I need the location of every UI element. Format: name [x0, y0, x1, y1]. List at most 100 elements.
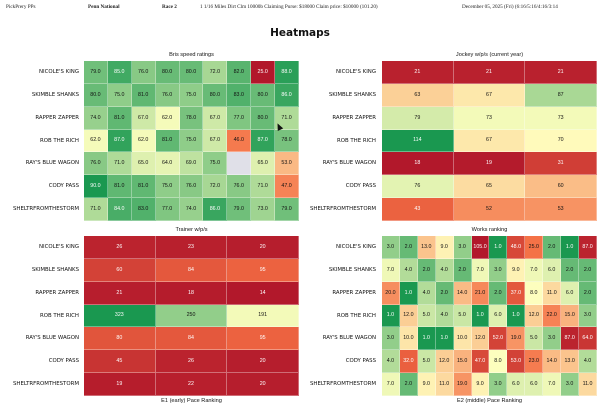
- heatmap-cell: 6.0: [507, 373, 526, 396]
- heatmap-cell: 53.0: [275, 152, 299, 176]
- heatmap-cell: 75.0: [155, 175, 180, 199]
- heatmap-cell: 69.0: [179, 152, 204, 176]
- row-label: SKIMBLE SHANKS: [31, 91, 79, 98]
- heatmap-grid: 21 21 21 63 67 87 79 73 73 114 67 70 18 19 31 76 65 60 43 5…: [382, 61, 597, 221]
- heatmap-cell: 80.0: [155, 61, 180, 84]
- heatmap-cell: 53: [525, 198, 597, 221]
- heatmap-cell: 81.0: [107, 106, 132, 130]
- heatmap-cell: 78.0: [179, 106, 204, 130]
- heatmap-cell: 11.0: [579, 373, 597, 396]
- heatmap-cell: 83.0: [227, 83, 252, 107]
- heatmap-cell: 95: [227, 258, 299, 282]
- heatmap-cell: 53.0: [507, 350, 526, 374]
- row-label: SHELTRFROMTHESTORM: [12, 381, 79, 388]
- heatmap-cell: 62.0: [155, 106, 180, 130]
- heatmap-cell: 90.0: [84, 175, 108, 199]
- row-label: RAPPER ZAPPER: [35, 289, 79, 296]
- page-header: PickPrery PPs Penn National Race 2 1 1/1…: [0, 0, 600, 14]
- heatmap-cell: 87.0: [251, 129, 276, 153]
- row-label: SKIMBLE SHANKS: [31, 266, 79, 273]
- heatmap-cell: 1.0: [489, 236, 508, 259]
- row-label: RAPPER ZAPPER: [35, 114, 79, 121]
- heatmap-cell: 20.0: [382, 281, 400, 305]
- heatmap-cell: 19.0: [453, 373, 472, 396]
- row-label: SHELTRFROMTHESTORM: [309, 381, 376, 388]
- heatmap-cell: 5.0: [453, 304, 472, 328]
- heatmap-cell: 3.0: [561, 373, 580, 396]
- heatmap-cell: 87.0: [579, 236, 597, 259]
- heatmap-cell: 65.0: [131, 152, 156, 176]
- heatmap-cell: 12.0: [435, 350, 454, 374]
- e2-pace-title: E2 (middle) Pace Ranking: [457, 398, 522, 404]
- heatmap-cell: 3.0: [579, 304, 597, 328]
- heatmap-cell: 75.0: [179, 83, 204, 107]
- heatmap-cell: 64.0: [155, 152, 180, 176]
- row-label: CODY PASS: [48, 358, 79, 365]
- heatmap-cell: 1.0: [382, 304, 400, 328]
- heatmap-cell: 78.0: [275, 129, 299, 153]
- heatmap-cell: 63: [382, 83, 454, 107]
- header-race: Race 2: [162, 4, 177, 10]
- heatmap-cell: 3.0: [382, 236, 400, 259]
- heatmap-cell: 6.0: [525, 373, 544, 396]
- heatmap-cell: 6.0: [561, 281, 580, 305]
- heatmap-cell: 23: [155, 236, 228, 259]
- heatmap-cell: 84: [155, 327, 228, 351]
- heatmap-cell: 87: [525, 83, 597, 107]
- heatmap-cell: 80.0: [251, 83, 276, 107]
- row-label: SHELTRFROMTHESTORM: [12, 206, 79, 213]
- row-label: NICOLE'S KING: [39, 68, 79, 75]
- heatmap-cell: 87.0: [561, 327, 580, 351]
- heatmap-cell: 14: [227, 281, 299, 305]
- heatmap-cell: 7.0: [382, 373, 400, 396]
- heatmap-cell: 1.0: [507, 304, 526, 328]
- heatmap-title: Trainer w/p/s: [175, 227, 208, 233]
- heatmap-cell: 2.0: [399, 373, 418, 396]
- heatmap-cell: 14.0: [543, 350, 562, 374]
- heatmap-cell: 21: [525, 61, 597, 84]
- heatmap-cell: 7.0: [471, 258, 490, 282]
- heatmap-cell: 26: [84, 236, 156, 259]
- heatmap-cell: 79.0: [275, 198, 299, 221]
- row-label: RAY'S BLUE WAGON: [25, 335, 79, 342]
- heatmap-cell: 72.0: [203, 61, 228, 84]
- heatmap-cell: 5.0: [525, 327, 544, 351]
- heatmap-cell: 76.0: [179, 175, 204, 199]
- heatmap-cell: 71.0: [107, 152, 132, 176]
- row-label: RAY'S BLUE WAGON: [25, 160, 79, 167]
- heatmap-cell: 4.0: [435, 258, 454, 282]
- heatmap-cell: 79.0: [84, 61, 108, 84]
- heatmap-cell: 67.0: [203, 129, 228, 153]
- heatmap-cell: 7.0: [543, 373, 562, 396]
- heatmap-cell: 5.0: [417, 304, 436, 328]
- heatmap-cell: 3.0: [382, 327, 400, 351]
- heatmap-cell: 95: [227, 327, 299, 351]
- heatmap-cell: 77.0: [155, 198, 180, 221]
- heatmap-cell: 73.0: [251, 198, 276, 221]
- heatmap-cell: 52: [453, 198, 526, 221]
- heatmap-cell: 19: [84, 373, 156, 396]
- heatmap-cell: 25.0: [251, 61, 276, 84]
- heatmap-cell: 7.0: [382, 258, 400, 282]
- heatmap-grid: 3.0 2.0 13.0 9.0 3.0 105.0 1.0 48.0 25.0 2.0 1.0 87…: [382, 236, 597, 396]
- heatmap-cell: 4.0: [435, 304, 454, 328]
- heatmap-cell: 65: [453, 175, 526, 199]
- heatmap-cell: 15.0: [453, 350, 472, 374]
- heatmap-cell: 80.0: [179, 61, 204, 84]
- heatmap-cell: 76.0: [84, 152, 108, 176]
- heatmap-cell: 18: [155, 281, 228, 305]
- heatmap-cell: 2.0: [417, 258, 436, 282]
- heatmap-cell: 47.0: [275, 175, 299, 199]
- heatmap-cell: 21: [382, 61, 454, 84]
- heatmap-cell: 75.0: [107, 83, 132, 107]
- heatmap-cell: 70: [525, 129, 597, 153]
- heatmap-cell: 45: [84, 350, 156, 374]
- heatmap-cell: 13.0: [561, 350, 580, 374]
- heatmap-cell: 26: [155, 350, 228, 374]
- heatmap-cell: 2.0: [579, 258, 597, 282]
- header-date: December 05, 2025 (Fri) (6:16/5:16/4:16/…: [462, 4, 558, 10]
- heatmap-cell: 323: [84, 304, 156, 328]
- header-track: Penn National: [88, 4, 120, 10]
- heatmap-cell: 79: [382, 106, 454, 130]
- heatmap-cell: 12.0: [525, 304, 544, 328]
